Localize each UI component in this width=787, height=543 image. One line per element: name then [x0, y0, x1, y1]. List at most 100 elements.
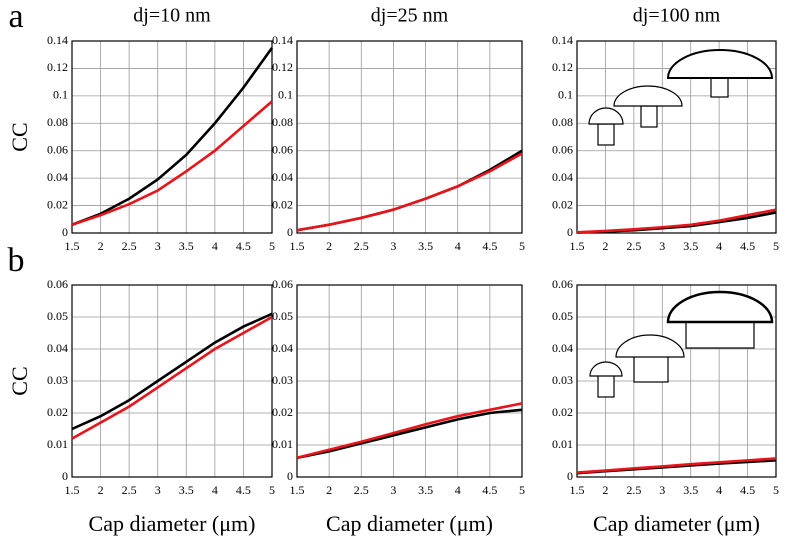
mushroom-stem	[640, 105, 658, 128]
y-tick-label: 0.08	[272, 115, 293, 129]
x-tick-label: 1.5	[570, 239, 585, 253]
y-tick-label: 0.05	[552, 309, 573, 323]
y-tick-label: 0.06	[272, 142, 293, 156]
y-tick-label: 0.06	[552, 277, 573, 291]
x-tick-label: 3.5	[418, 239, 433, 253]
x-tick-label: 2	[602, 239, 608, 253]
x-tick-label: 5	[519, 239, 525, 253]
x-tick-label: 4.5	[740, 483, 755, 497]
y-tick-label: 0.02	[47, 197, 68, 211]
y-tick-label: 0.06	[272, 277, 293, 291]
y-tick-label: 0	[287, 225, 293, 239]
x-tick-label: 2.5	[626, 483, 641, 497]
y-tick-label: 0.01	[552, 437, 573, 451]
x-tick-label: 5	[519, 483, 525, 497]
data-line	[71, 312, 273, 431]
y-tick-label: 0.14	[47, 33, 68, 47]
data-line	[296, 149, 523, 232]
y-tick-label: 0.02	[272, 405, 293, 419]
mushroom-stem	[710, 77, 729, 98]
y-tick-label: 0.01	[47, 437, 68, 451]
x-tick-label: 4.5	[482, 483, 497, 497]
x-tick-label: 4	[455, 483, 461, 497]
mushroom-stem	[685, 319, 755, 349]
panel-title: dj=25 nm	[371, 5, 449, 27]
x-tick-label: 1.5	[570, 483, 585, 497]
x-tick-label: 1.5	[290, 483, 305, 497]
panel-title: dj=100 nm	[633, 5, 721, 27]
y-tick-label: 0.08	[552, 115, 573, 129]
y-tick-label: 0.02	[272, 197, 293, 211]
y-tick-label: 0.02	[47, 405, 68, 419]
mushroom-stem	[633, 355, 669, 383]
x-tick-label: 4	[212, 483, 218, 497]
y-tick-label: 0.1	[558, 88, 573, 102]
x-tick-label: 2.5	[122, 483, 137, 497]
plot-frame	[296, 40, 523, 234]
mushroom-cap	[589, 361, 623, 377]
x-tick-label: 5	[269, 483, 275, 497]
y-tick-label: 0.1	[278, 88, 293, 102]
x-tick-label: 5	[269, 239, 275, 253]
x-tick-label: 3.5	[418, 483, 433, 497]
x-tick-label: 2.5	[354, 483, 369, 497]
x-tick-label: 2	[326, 239, 332, 253]
plot-frame	[71, 284, 273, 478]
panel-title: dj=10 nm	[133, 5, 211, 27]
plot-frame	[576, 40, 777, 234]
y-tick-label: 0	[567, 469, 573, 483]
mushroom-cap	[613, 85, 683, 107]
y-tick-label: 0.04	[47, 170, 68, 184]
x-tick-label: 5	[773, 239, 779, 253]
panel-label: a	[8, 0, 23, 35]
x-tick-label: 2	[98, 483, 104, 497]
x-tick-label: 3	[155, 483, 161, 497]
y-tick-label: 0.02	[552, 197, 573, 211]
x-axis-label: Cap diameter (μm)	[593, 511, 760, 536]
x-tick-label: 2.5	[626, 239, 641, 253]
mushroom-cap	[666, 290, 774, 324]
mushroom-stem	[597, 374, 615, 398]
x-tick-label: 3	[390, 483, 396, 497]
x-tick-label: 4	[716, 239, 722, 253]
y-tick-label: 0.02	[552, 405, 573, 419]
y-tick-label: 0.08	[47, 115, 68, 129]
x-tick-label: 3.5	[179, 483, 194, 497]
y-tick-label: 0.06	[552, 142, 573, 156]
x-tick-label: 1.5	[290, 239, 305, 253]
y-tick-label: 0.06	[47, 277, 68, 291]
x-tick-label: 4	[212, 239, 218, 253]
data-line	[71, 100, 273, 227]
data-line	[71, 47, 274, 226]
mushroom-cap	[666, 49, 774, 79]
x-tick-label: 4	[716, 483, 722, 497]
x-tick-label: 3.5	[683, 483, 698, 497]
x-tick-label: 4.5	[236, 239, 251, 253]
x-tick-label: 3	[659, 239, 665, 253]
x-tick-label: 4.5	[482, 239, 497, 253]
y-axis-label: CC	[7, 366, 32, 395]
data-line	[296, 402, 523, 460]
y-tick-label: 0.01	[272, 437, 293, 451]
data-line	[576, 208, 777, 234]
y-tick-label: 0.05	[47, 309, 68, 323]
plot-frame	[576, 284, 777, 478]
y-tick-label: 0.04	[47, 341, 68, 355]
x-tick-label: 2	[602, 483, 608, 497]
mushroom-cap	[588, 107, 624, 125]
y-tick-label: 0	[287, 469, 293, 483]
x-tick-label: 3.5	[179, 239, 194, 253]
y-tick-label: 0.12	[272, 60, 293, 74]
x-tick-label: 4.5	[740, 239, 755, 253]
y-tick-label: 0	[62, 225, 68, 239]
x-tick-label: 1.5	[65, 483, 80, 497]
x-tick-label: 2.5	[122, 239, 137, 253]
x-axis-label: Cap diameter (μm)	[326, 511, 493, 536]
x-tick-label: 3	[659, 483, 665, 497]
x-tick-label: 3	[390, 239, 396, 253]
y-tick-label: 0.03	[47, 373, 68, 387]
x-axis-label: Cap diameter (μm)	[89, 511, 256, 536]
plot-frame	[71, 40, 273, 234]
plot-frame	[296, 284, 523, 478]
